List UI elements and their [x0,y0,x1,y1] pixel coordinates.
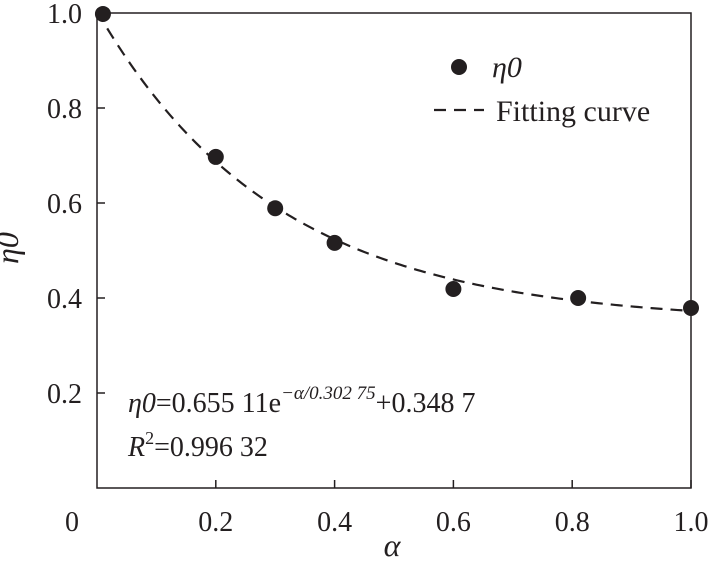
r-squared-text: R2=0.996 32 [127,428,268,463]
y-tick-label: 0.8 [47,94,82,125]
y-tick-label: 1.0 [47,0,82,30]
equation-text: η0=0.655 11e−α/0.302 75+0.348 7 [128,383,475,419]
data-point [570,290,587,306]
data-point [207,148,224,165]
data-point [267,200,284,217]
plot-frame [96,12,692,489]
fitting-curve [96,10,692,313]
x-tick-label: 1.0 [674,507,709,538]
x-tick-label: 0.2 [198,507,233,538]
data-point [683,299,699,316]
y-axis: 0.2 0.4 0.6 0.8 1.0 [47,0,105,410]
y-tick-label: 0.6 [47,189,82,220]
y-tick-label: 0.2 [47,379,82,410]
data-point [94,5,111,22]
data-point [445,280,462,297]
data-point [326,234,343,251]
legend-label-fit: Fitting curve [496,95,650,128]
equation-annotation: η0=0.655 11e−α/0.302 75+0.348 7 R2=0.996… [127,383,475,463]
legend: η0 Fitting curve [434,51,650,128]
x-tick-label: 0.6 [436,507,471,538]
x-tick-label: 0 [65,507,79,538]
legend-marker-points [451,59,467,75]
y-tick-label: 0.4 [47,284,82,315]
legend-label-points: η0 [492,51,522,84]
x-tick-label: 0.8 [555,507,590,538]
y-axis-label: η0 [0,232,25,264]
x-tick-label: 0.4 [317,507,352,538]
x-axis-label: α [384,527,402,563]
x-axis: 0 0.2 0.4 0.6 0.8 1.0 [65,480,709,538]
data-points [94,5,699,316]
